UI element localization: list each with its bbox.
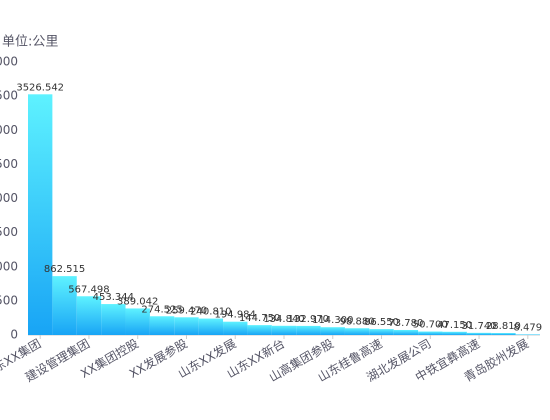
bar [393,329,419,335]
value-label: 259.470 [166,305,207,316]
bar [369,329,394,335]
value-label: 50.700 [413,320,448,331]
bar [320,327,345,335]
y-tick-label: 2000 [0,191,18,205]
value-label: 73.780 [388,318,423,329]
y-tick-label: 500 [0,293,18,307]
bar [247,325,272,335]
bar [198,318,224,335]
y-tick-label: 0 [10,328,18,342]
value-label: 3526.542 [16,82,64,93]
bar [515,334,540,335]
y-tick-label: 1500 [0,225,18,239]
y-tick-label: 1000 [0,259,18,273]
value-label: 47.150 [437,320,472,331]
value-label: 31.740 [462,321,497,332]
value-label: 144.750 [239,313,280,324]
bar [28,94,53,335]
value-label: 132.970 [288,314,329,325]
value-label: 194.984 [215,310,256,321]
bar [418,331,443,335]
value-label: 240.810 [190,307,231,318]
y-tick-label: 3000 [0,123,18,137]
bar [491,333,516,335]
bar [223,321,248,335]
bar [149,316,175,335]
y-tick-label: 4000 [0,55,18,69]
value-label: 274.525 [141,304,182,315]
bar [52,276,77,335]
value-label: 389.042 [117,296,158,307]
bar [101,304,126,335]
bar [174,317,199,335]
bar [271,325,297,335]
bar [125,308,150,335]
value-label: 8.479 [513,322,542,333]
value-label: 134.840 [263,314,304,325]
value-label: 114.300 [312,315,353,326]
value-label: 862.515 [44,264,85,275]
bar [442,331,467,335]
bar [296,325,321,335]
bar [344,328,370,335]
y-tick-label: 3500 [0,89,18,103]
chart-title: 单位:公里 [2,35,58,50]
bar [466,332,492,335]
value-label: 453.344 [93,292,134,303]
value-label: 98.880 [340,316,375,327]
y-tick-label: 2500 [0,157,18,171]
bar [76,296,102,335]
value-label: 86.550 [364,317,399,328]
value-label: 28.810 [486,321,521,332]
value-label: 567.498 [68,284,109,295]
